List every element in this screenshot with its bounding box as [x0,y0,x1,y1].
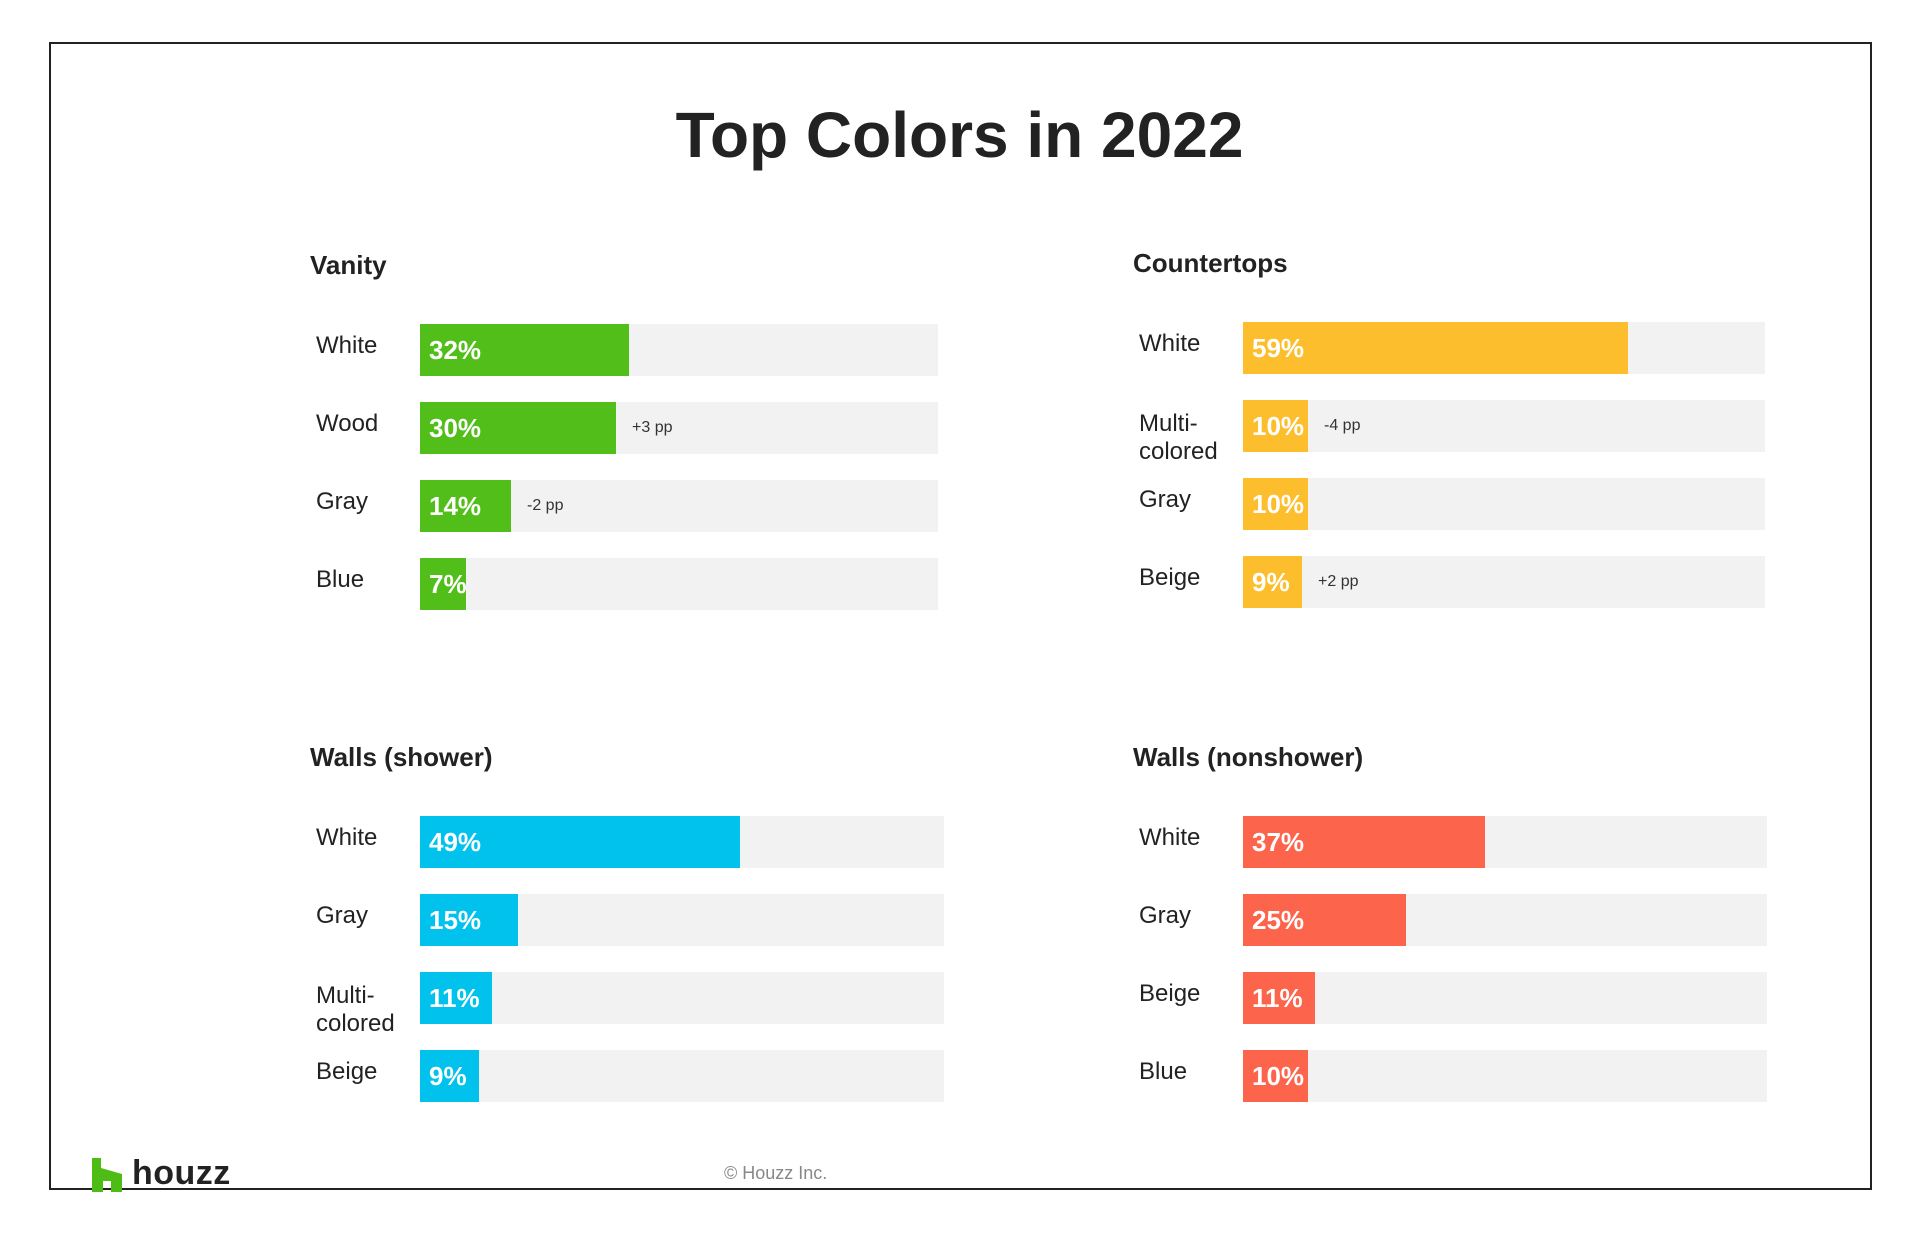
panel-title: Walls (nonshower) [1133,742,1364,772]
bar-track: 9% [420,1050,944,1102]
bar-track: 25% [1243,894,1767,946]
bar: 10% [1243,400,1308,452]
change-annotation: +3 pp [632,419,673,436]
bar: 14% [420,480,511,532]
houzz-logo-icon [92,1158,122,1192]
bar-chart-panel: Vanity White 32% Wood 30% +3 pp Gray 14% -2 pp Bl… [310,250,950,670]
bar: 11% [1243,972,1315,1024]
bar-value-label: 10% [1252,489,1305,519]
bar-row: Beige 11% [1133,972,1773,1024]
bar: 30% [420,402,616,454]
category-label: Wood [316,410,379,437]
bar-value-label: 10% [1252,411,1305,441]
bar-track: 11% [1243,972,1767,1024]
bar-row: Wood 30% +3 pp [310,402,950,454]
category-label: Blue [316,566,365,593]
bar-row: Multi- colored 11% [310,972,950,1037]
bar-row: Blue 7% [310,558,950,610]
bar-track: 7% [420,558,938,610]
houzz-logo-text: houzz [132,1154,231,1192]
category-label: White [316,824,378,851]
chart-frame [49,42,1872,1190]
category-label: Multi- colored [1139,410,1218,465]
bar-row: Gray 25% [1133,894,1773,946]
bar-value-label: 30% [429,413,482,443]
category-label: Blue [1139,1058,1188,1085]
bar: 7% [420,558,467,610]
change-annotation: -4 pp [1324,417,1361,434]
change-annotation: +2 pp [1318,573,1359,590]
bar-chart-panel: Walls (shower) White 49% Gray 15% Multi- colo… [310,742,950,1162]
bar-track: 49% [420,816,944,868]
bar-track: 10% [1243,478,1765,530]
bar-value-label: 11% [429,983,480,1013]
bar-row: White 49% [310,816,950,868]
bar-track: 11% [420,972,944,1024]
bar-row: White 32% [310,324,950,376]
bar-track: 30% +3 pp [420,402,938,454]
category-label: White [316,332,378,359]
bar-value-label: 7% [429,569,467,599]
panel-title: Walls (shower) [310,742,493,772]
bar-value-label: 10% [1252,1061,1305,1091]
bar: 49% [420,816,740,868]
bar-track: 32% [420,324,938,376]
bar-row: Blue 10% [1133,1050,1773,1102]
bar-value-label: 14% [429,491,482,521]
chart-title: Top Colors in 2022 [675,99,1244,171]
bar-value-label: 37% [1252,827,1305,857]
bar-row: Gray 15% [310,894,950,946]
bar: 32% [420,324,629,376]
category-label: White [1139,330,1201,357]
bar-row: Multi- colored 10% -4 pp [1133,400,1773,465]
bar-chart-panel: Countertops White 59% Multi- colored 10% -4 p… [1133,248,1773,668]
category-label: Gray [1139,902,1192,929]
category-label: Multi- colored [316,982,395,1037]
change-annotation: -2 pp [527,497,564,514]
bar-track: 10% [1243,1050,1767,1102]
category-label: Beige [1139,564,1201,591]
category-label: Gray [316,488,369,515]
bar-row: Gray 14% -2 pp [310,480,950,532]
panel-title: Countertops [1133,248,1288,278]
bar-row: Beige 9% [310,1050,950,1102]
bar-track: 10% -4 pp [1243,400,1765,452]
bar-row: White 37% [1133,816,1773,868]
bar-track: 15% [420,894,944,946]
category-label: Beige [1139,980,1201,1007]
panel-title: Vanity [310,250,387,280]
bar-row: White 59% [1133,322,1773,374]
bar-value-label: 32% [429,335,482,365]
bar-track: 59% [1243,322,1765,374]
bar-value-label: 15% [429,905,482,935]
bar-chart-panel: Walls (nonshower) White 37% Gray 25% Beige 11%… [1133,742,1773,1162]
bar-value-label: 9% [1252,567,1290,597]
bar-value-label: 11% [1252,983,1303,1013]
category-label: Beige [316,1058,378,1085]
category-label: Gray [1139,486,1192,513]
bar: 25% [1243,894,1406,946]
bar-value-label: 25% [1252,905,1305,935]
bar: 15% [420,894,518,946]
category-label: Gray [316,902,369,929]
bar-value-label: 49% [429,827,482,857]
bar: 9% [420,1050,479,1102]
bar-value-label: 59% [1252,333,1305,363]
bar: 9% [1243,556,1302,608]
bar: 10% [1243,478,1308,530]
bar-track: 9% +2 pp [1243,556,1765,608]
bar: 11% [420,972,492,1024]
bar-track: 14% -2 pp [420,480,938,532]
bar-row: Gray 10% [1133,478,1773,530]
bar-value-label: 9% [429,1061,467,1091]
bar: 10% [1243,1050,1308,1102]
bar-track: 37% [1243,816,1767,868]
copyright-notice: © Houzz Inc. [724,1163,828,1183]
bar: 37% [1243,816,1485,868]
bar: 59% [1243,322,1628,374]
bar-row: Beige 9% +2 pp [1133,556,1773,608]
category-label: White [1139,824,1201,851]
